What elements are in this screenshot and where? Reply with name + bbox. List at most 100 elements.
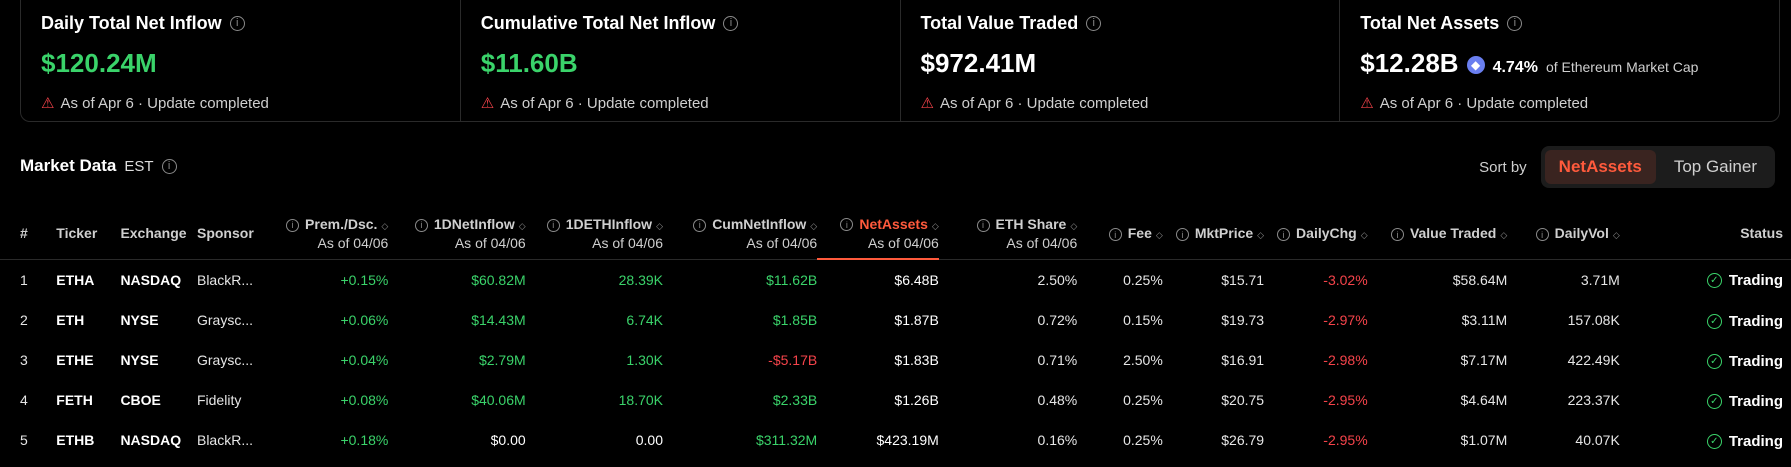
info-icon[interactable]: i	[693, 218, 707, 232]
cell-ticker[interactable]: FETH	[56, 392, 93, 408]
info-icon[interactable]: i	[546, 218, 560, 232]
cell-status: ✓ Trading	[1620, 380, 1791, 420]
card-daily-net-inflow: Daily Total Net Inflow i $120.24M ⚠ As of …	[21, 0, 461, 121]
info-icon[interactable]: i	[286, 218, 300, 232]
status-text: Trading	[1728, 352, 1783, 370]
col-eth-share[interactable]: i ETH Share ◇ As of 04/06	[939, 208, 1077, 259]
warning-icon: ⚠	[1360, 95, 1374, 112]
cell-status: ✓ Trading	[1620, 420, 1791, 460]
col-cum-net-inflow[interactable]: i CumNetInflow ◇ As of 04/06	[663, 208, 817, 259]
status-text: Trading	[1728, 392, 1783, 410]
cell-traded: $4.64M	[1460, 392, 1508, 408]
info-icon[interactable]: i	[1175, 228, 1189, 242]
sort-arrows-icon: ◇	[1360, 230, 1368, 241]
cell-assets: $423.19M	[876, 432, 939, 448]
sort-label: Sort by	[1479, 158, 1527, 176]
cell-ethinflow: 1.30K	[626, 352, 663, 368]
info-icon[interactable]: i	[1535, 228, 1549, 242]
cell-ticker[interactable]: ETHA	[56, 271, 95, 288]
cell-share: 2.50%	[1037, 271, 1078, 288]
col-sponsor[interactable]: Sponsor	[196, 225, 254, 242]
cell-share: 0.16%	[1037, 432, 1078, 448]
cell-prem: +0.06%	[340, 312, 389, 328]
cell-status: ✓ Trading	[1620, 300, 1791, 340]
cell-idx: 2	[20, 312, 28, 328]
cell-chg: -2.97%	[1323, 312, 1368, 328]
cell-status: ✓ Trading	[1620, 259, 1791, 300]
info-icon[interactable]: i	[1086, 15, 1102, 31]
cell-cum: $311.32M	[755, 432, 818, 448]
table-row[interactable]: 5 ETHB NASDAQ BlackR... +0.18% $0.00 0.00 $311.…	[0, 420, 1791, 460]
card-title: Daily Total Net Inflow	[41, 12, 222, 33]
col-ticker[interactable]: Ticker	[56, 225, 98, 242]
check-circle-icon: ✓	[1706, 353, 1722, 369]
cell-fee: 0.15%	[1123, 312, 1163, 328]
cell-ticker[interactable]: ETHE	[56, 352, 94, 368]
sort-arrows-icon: ◇	[1155, 230, 1163, 241]
cell-inflow: $2.79M	[478, 352, 526, 368]
col-1d-eth-inflow[interactable]: i 1DETHInflow ◇ As of 04/06	[526, 208, 663, 259]
sort-top-gainer-button[interactable]: Top Gainer	[1673, 157, 1757, 176]
sort-netassets-button[interactable]: NetAssets	[1544, 150, 1656, 184]
cell-fee: 0.25%	[1123, 432, 1163, 448]
etf-table: # Ticker Exchange Sponsor i Prem./Dsc. ◇ As…	[0, 208, 1791, 460]
col-index: #	[20, 225, 28, 242]
cell-idx: 3	[20, 352, 28, 368]
col-net-assets[interactable]: i NetAssets ◇ As of 04/06	[817, 208, 939, 260]
sort-arrows-icon: ◇	[656, 220, 663, 231]
col-fee[interactable]: i Fee ◇	[1077, 208, 1163, 259]
cell-assets: $1.26B	[894, 392, 939, 408]
sort-control: Sort by NetAssets Top Gainer	[1479, 146, 1775, 188]
col-daily-vol[interactable]: i DailyVol ◇	[1507, 208, 1620, 259]
info-icon[interactable]: i	[1507, 15, 1523, 31]
sort-arrows-icon: ◇	[381, 220, 389, 231]
cell-ticker[interactable]: ETHB	[56, 432, 95, 448]
cell-sponsor: Graysc...	[196, 352, 253, 368]
info-icon[interactable]: i	[229, 15, 245, 31]
info-icon[interactable]: i	[723, 15, 739, 31]
cell-exchange: NYSE	[120, 312, 159, 328]
info-icon[interactable]: i	[1108, 228, 1122, 242]
cell-exchange: CBOE	[120, 392, 161, 408]
col-daily-chg[interactable]: i DailyChg ◇	[1264, 208, 1368, 259]
cell-vol: 3.71M	[1580, 271, 1620, 288]
col-exchange[interactable]: Exchange	[120, 225, 187, 242]
col-premium[interactable]: i Prem./Dsc. ◇ As of 04/06	[276, 208, 389, 259]
table-row[interactable]: 2 ETH NYSE Graysc... +0.06% $14.43M 6.74K $1.85…	[0, 300, 1791, 340]
market-cap-percent: 4.74%	[1492, 59, 1538, 76]
info-icon[interactable]: i	[161, 158, 177, 174]
sort-arrows-icon: ◇	[518, 220, 526, 231]
cell-price: $20.75	[1221, 392, 1265, 408]
status-text: Trading	[1728, 432, 1783, 450]
info-icon[interactable]: i	[1277, 228, 1291, 242]
summary-cards: Daily Total Net Inflow i $120.24M ⚠ As of …	[20, 0, 1780, 122]
warning-icon: ⚠	[920, 95, 934, 112]
cell-ticker[interactable]: ETH	[56, 312, 85, 328]
col-mkt-price[interactable]: i MktPrice ◇	[1163, 208, 1264, 259]
market-data-title: Market Data	[20, 156, 117, 175]
table-row[interactable]: 4 FETH CBOE Fidelity +0.08% $40.06M 18.70K $2.3…	[0, 380, 1791, 420]
cell-sponsor: BlackR...	[196, 432, 253, 448]
sort-arrows-icon: ◇	[1070, 220, 1078, 231]
cell-chg: -2.95%	[1323, 392, 1368, 408]
cell-price: $16.91	[1221, 352, 1265, 368]
info-icon[interactable]: i	[414, 218, 428, 232]
card-title: Cumulative Total Net Inflow	[480, 12, 716, 33]
status-text: Trading	[1728, 312, 1783, 330]
cell-inflow: $60.82M	[471, 271, 526, 288]
cell-price: $15.71	[1221, 271, 1265, 288]
info-icon[interactable]: i	[840, 218, 854, 232]
table-row[interactable]: 3 ETHE NYSE Graysc... +0.04% $2.79M 1.30K -$5.1…	[0, 340, 1791, 380]
card-value: $120.24M	[41, 48, 157, 78]
cell-status: ✓ Trading	[1620, 340, 1791, 380]
info-icon[interactable]: i	[1390, 228, 1404, 242]
info-icon[interactable]: i	[976, 218, 990, 232]
cell-idx: 4	[20, 392, 28, 408]
cell-vol: 422.49K	[1567, 352, 1620, 368]
timezone-label: EST	[124, 157, 154, 175]
table-row[interactable]: 1 ETHA NASDAQ BlackR... +0.15% $60.82M 28.39K $…	[0, 259, 1791, 300]
card-total-value-traded: Total Value Traded i $972.41M ⚠ As of Apr …	[901, 0, 1341, 121]
cell-chg: -3.02%	[1323, 271, 1368, 288]
col-value-traded[interactable]: i Value Traded ◇	[1368, 208, 1507, 259]
col-1d-net-inflow[interactable]: i 1DNetInflow ◇ As of 04/06	[388, 208, 526, 259]
